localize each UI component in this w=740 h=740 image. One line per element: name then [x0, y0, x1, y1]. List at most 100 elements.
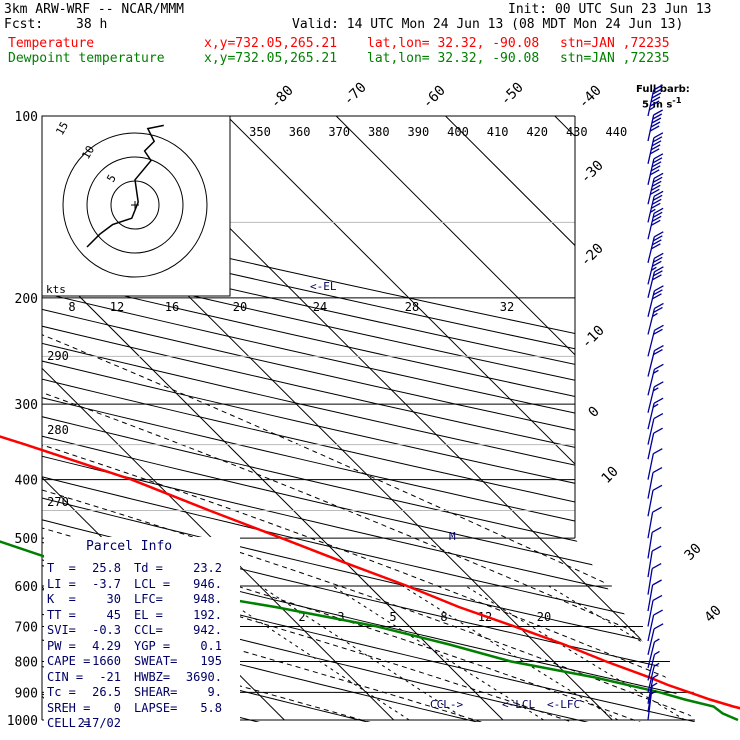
parcel-row-5-col-0: PW = — [47, 638, 76, 653]
temperature-trace — [0, 435, 740, 710]
wind-barb — [647, 594, 663, 627]
mixing-ratio-label-lower: 3 — [337, 610, 344, 624]
valid-time: Valid: 14 UTC Mon 24 Jun 13 (08 MDT Mon … — [292, 17, 684, 32]
hodograph-ring-label: 15 — [53, 120, 71, 138]
lcl-marker: <-LCL — [502, 698, 535, 711]
mixing-ratio-label: 28 — [405, 300, 419, 314]
theta-e-label: 390 — [408, 125, 430, 139]
parcel-row-1-col-2: LCL = — [134, 576, 171, 591]
wind-barb — [647, 172, 664, 205]
isotherm-label: -40 — [576, 83, 605, 112]
isotherm-label: -80 — [268, 83, 297, 112]
dry-adiabat — [42, 116, 695, 722]
isotherm — [554, 116, 695, 721]
temperature-legend: Temperature — [8, 36, 95, 51]
theta-e-label: 350 — [249, 125, 271, 139]
mixing-ratio-label-lower: 5 — [389, 610, 396, 624]
pressure-label-1000: 1000 — [7, 714, 38, 729]
parcel-row-8-col-2: SHEAR= — [134, 685, 178, 699]
parcel-row-2-col-0: K = — [47, 592, 76, 606]
pressure-label-300: 300 — [15, 398, 38, 413]
dry-adiabat — [42, 116, 695, 722]
wind-barb — [647, 381, 664, 413]
wind-barb — [647, 467, 663, 499]
parcel-info-title: Parcel Info — [86, 539, 173, 554]
dry-adiabat — [42, 116, 695, 722]
parcel-row-7-col-0: CIN = — [47, 669, 84, 684]
barb-legend-line2: 5 m s-1 — [636, 95, 690, 110]
isotherm — [226, 116, 695, 721]
pressure-label-500: 500 — [15, 532, 38, 547]
wind-barb — [647, 563, 662, 595]
moist-adiabat — [42, 297, 695, 722]
wind-barb — [647, 662, 660, 693]
dry-adiabat — [42, 116, 695, 722]
parcel-row-3-col-2: EL = — [134, 607, 163, 622]
parcel-row-5-col-2: YGP = — [134, 638, 171, 653]
wind-barb — [647, 427, 663, 460]
moist-adiabat — [42, 297, 669, 722]
theta-e-label: 360 — [289, 125, 311, 139]
wind-barb — [647, 285, 664, 317]
parcel-row-0-col-0: T = — [47, 561, 76, 575]
pressure-label-200: 200 — [15, 292, 38, 307]
hodograph-ring — [62, 132, 208, 278]
dewpoint-stn: stn=JAN ,72235 — [560, 51, 670, 66]
parcel-row-6-col-1: 1660 — [92, 654, 121, 668]
theta-e-label: 430 — [566, 125, 588, 139]
hodograph-ring — [86, 156, 184, 254]
isotherm-label: 30 — [682, 541, 705, 564]
wind-barb — [647, 506, 662, 539]
isotherm — [445, 116, 695, 721]
theta-e-label: 400 — [447, 125, 469, 139]
barb-legend-exponent: -1 — [672, 95, 682, 105]
theta-label: 290 — [47, 349, 69, 363]
wind-barb — [647, 266, 664, 298]
moist-adiabat — [42, 297, 695, 722]
wind-barb — [647, 84, 663, 117]
parcel-row-9-col-3: 5.8 — [200, 700, 222, 715]
pressure-label-900: 900 — [15, 686, 38, 701]
moist-adiabat — [42, 297, 407, 722]
parcel-row-6-col-3: 195 — [200, 654, 222, 668]
dewpoint-latlon: lat,lon= 32.32, -90.08 — [367, 51, 540, 66]
parcel-info-panel: Parcel Info T = 25.8 Td = 23.2 LI = -3.7 LCL =… — [44, 537, 240, 737]
parcel-row-9-col-2: LAPSE= — [134, 700, 178, 715]
parcel-row-2-col-3: 948. — [193, 592, 222, 606]
moist-adiabat — [42, 297, 695, 722]
parcel-row-4-col-3: 942. — [193, 623, 222, 637]
wind-barb — [647, 650, 660, 681]
isotherm-label: -70 — [341, 80, 370, 109]
wind-barb — [647, 397, 664, 430]
wind-barb — [647, 109, 663, 142]
wind-barb — [647, 623, 664, 655]
parcel-row-2-col-2: LFC= — [134, 592, 163, 606]
ccl-marker: CCL-> — [430, 698, 463, 711]
temperature-stn: stn=JAN ,72235 — [560, 36, 670, 51]
pressure-label-600: 600 — [15, 580, 38, 595]
parcel-row-4-col-2: CCL= — [134, 623, 163, 637]
theta-e-label: 420 — [526, 125, 548, 139]
pressure-label-800: 800 — [15, 655, 38, 670]
parcel-row-10-col-0: CELL = — [47, 716, 91, 730]
m-marker: M — [449, 530, 456, 543]
parcel-row-1-col-3: 946. — [193, 576, 222, 591]
parcel-row-3-col-0: TT = — [47, 607, 76, 622]
model-title: 3km ARW-WRF -- NCAR/MMM — [4, 2, 185, 17]
theta-label: 270 — [47, 495, 69, 509]
temperature-latlon: lat,lon= 32.32, -90.08 — [367, 36, 540, 51]
wind-barb — [647, 609, 663, 642]
parcel-row-7-col-2: HWBZ= — [134, 669, 171, 684]
parcel-row-4-col-0: SVI= — [47, 623, 76, 637]
wind-barb — [647, 207, 664, 240]
wind-barb — [647, 363, 664, 396]
isotherm-label: -30 — [578, 158, 607, 187]
isotherm-label: -10 — [579, 323, 608, 352]
isotherm-label: 40 — [702, 603, 725, 626]
wind-barb — [647, 132, 664, 164]
isotherm-label: -50 — [498, 80, 527, 109]
dewpoint-legend: Dewpoint temperature — [8, 51, 165, 66]
dry-adiabat — [42, 116, 695, 722]
isotherm-label: 0 — [586, 404, 603, 421]
